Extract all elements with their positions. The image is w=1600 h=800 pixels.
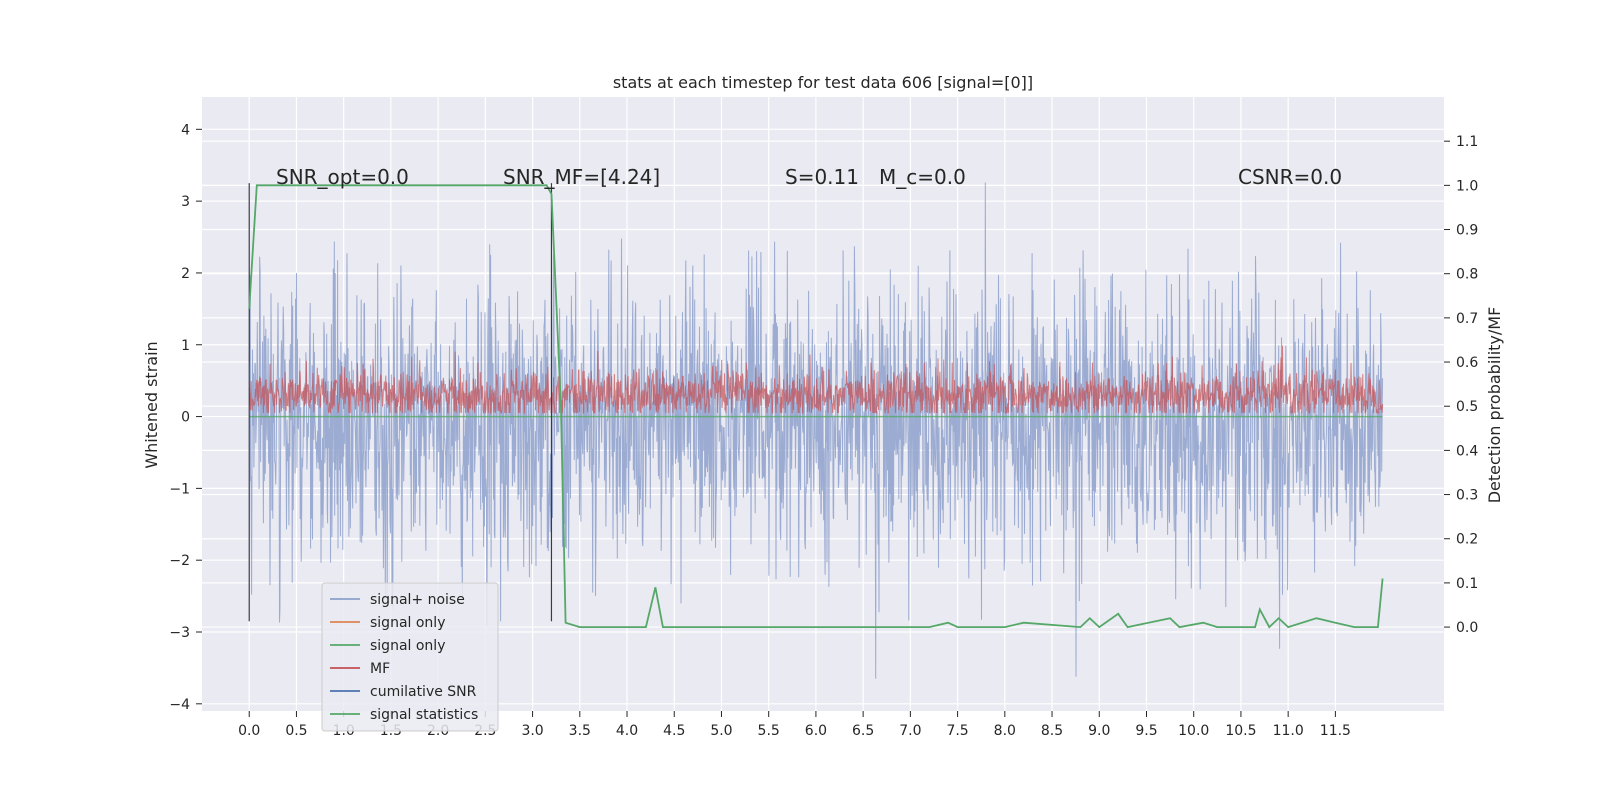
- y-tick-label-right: 0.0: [1456, 620, 1478, 636]
- x-tick-label: 9.0: [1088, 723, 1110, 739]
- series-signal-noise: [248, 182, 1384, 679]
- x-tick-label: 8.0: [994, 723, 1016, 739]
- x-tick-label: 7.0: [899, 723, 921, 739]
- legend-label: signal only: [370, 638, 445, 654]
- legend-box: [321, 582, 499, 732]
- annotation-mc: M_c=0.0: [879, 165, 966, 189]
- chart-title: stats at each timestep for test data 606…: [613, 73, 1033, 92]
- y-tick-label-right: 0.3: [1456, 488, 1478, 504]
- y-axis-title-left: Whitened strain: [142, 341, 161, 468]
- y-tick-label-right: 0.9: [1456, 223, 1478, 239]
- x-tick-label: 10.5: [1225, 723, 1256, 739]
- y-tick-label-right: 0.1: [1456, 576, 1478, 592]
- x-tick-label: 0.0: [238, 723, 260, 739]
- x-tick-label: 6.5: [852, 723, 874, 739]
- x-tick-label: 10.0: [1178, 723, 1209, 739]
- y-tick-label-left: 3: [181, 194, 190, 210]
- x-tick-label: 11.0: [1273, 723, 1304, 739]
- y-tick-label-right: 0.4: [1456, 443, 1478, 459]
- legend-label: signal only: [370, 615, 445, 631]
- x-tick-label: 8.5: [1041, 723, 1063, 739]
- annotation-snr-opt: SNR_opt=0.0: [276, 165, 409, 189]
- y-tick-label-left: −1: [169, 481, 190, 497]
- annotation-s: S=0.11: [785, 165, 859, 189]
- annotation-csnr: CSNR=0.0: [1238, 165, 1342, 189]
- y-tick-label-left: −2: [169, 553, 190, 569]
- y-tick-label-left: 4: [181, 122, 190, 138]
- y-tick-label-left: 2: [181, 266, 190, 282]
- x-tick-label: 0.5: [285, 723, 307, 739]
- x-tick-label: 4.0: [616, 723, 638, 739]
- legend-label: cumilative SNR: [370, 684, 477, 700]
- y-axis-title-right: Detection probability/MF: [1485, 307, 1504, 504]
- y-tick-label-right: 0.6: [1456, 355, 1478, 371]
- x-tick-label: 3.5: [569, 723, 591, 739]
- y-tick-label-right: 1.0: [1456, 178, 1478, 194]
- legend-label: signal statistics: [370, 707, 478, 723]
- x-tick-label: 4.5: [663, 723, 685, 739]
- y-tick-label-right: 1.1: [1456, 134, 1478, 150]
- series-layer: [248, 182, 1384, 679]
- y-axis-left: 4 3 2 1 0 −1 −2 −3 −4: [169, 122, 202, 713]
- series-mf: [248, 345, 1384, 415]
- x-tick-label: 9.5: [1135, 723, 1157, 739]
- legend: signal+ noise signal only signal only MF cum…: [321, 582, 499, 732]
- y-tick-label-right: 0.5: [1456, 399, 1478, 415]
- x-tick-label: 7.5: [946, 723, 968, 739]
- y-tick-label-right: 0.7: [1456, 311, 1478, 327]
- series-signal-statistics: [248, 184, 1384, 629]
- y-tick-label-left: 1: [181, 338, 190, 354]
- annotation-snr-mf: SNR_MF=[4.24]: [503, 165, 660, 189]
- y-tick-label-left: 0: [181, 410, 190, 426]
- y-tick-label-right: 0.2: [1456, 532, 1478, 548]
- x-tick-label: 6.0: [805, 723, 827, 739]
- x-tick-label: 3.0: [521, 723, 543, 739]
- y-tick-label-right: 0.8: [1456, 267, 1478, 283]
- x-tick-label: 5.5: [758, 723, 780, 739]
- legend-label: MF: [370, 661, 390, 677]
- legend-label: signal+ noise: [370, 592, 465, 608]
- y-axis-right: 1.1 1.0 0.9 0.8 0.7 0.6 0.5 0.4 0.3 0.2 0.1 0.0: [1444, 134, 1478, 636]
- x-tick-label: 11.5: [1320, 723, 1351, 739]
- x-tick-label: 5.0: [710, 723, 732, 739]
- annotations: SNR_opt=0.0 SNR_MF=[4.24] S=0.11 M_c=0.0…: [276, 165, 1342, 189]
- y-tick-label-left: −3: [169, 625, 190, 641]
- y-tick-label-left: −4: [169, 697, 190, 713]
